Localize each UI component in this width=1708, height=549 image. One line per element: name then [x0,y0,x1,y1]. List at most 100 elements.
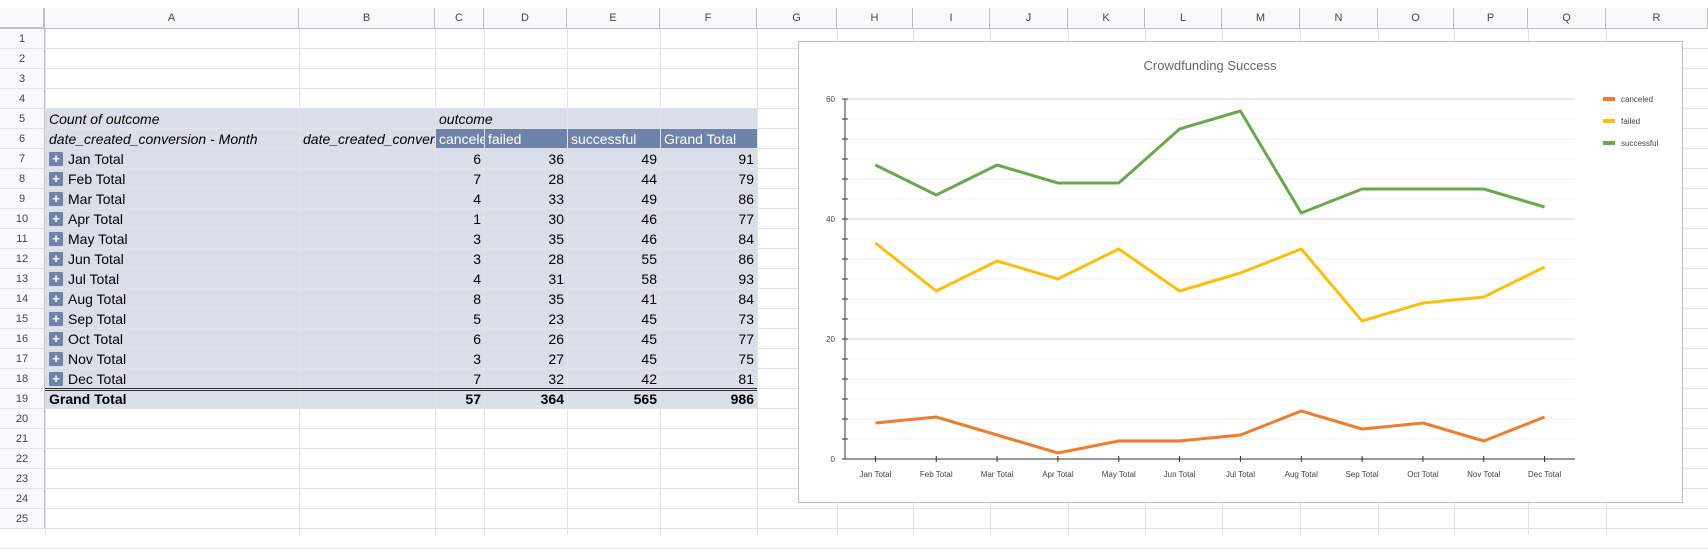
pivot-empty-cell[interactable] [300,309,435,328]
data-point-failed[interactable] [995,259,999,263]
column-header-D[interactable]: D [484,8,567,29]
column-header-L[interactable]: L [1145,8,1222,29]
pivot-row-label[interactable]: + Sep Total [46,309,299,328]
pivot-empty-cell[interactable] [300,149,435,168]
pivot-value-successful[interactable]: 49 [568,189,660,208]
pivot-header-grand-total[interactable]: Grand Total [661,129,757,148]
column-header-C[interactable]: C [435,8,484,29]
expand-icon[interactable]: + [49,291,63,306]
legend-label-successful[interactable]: successful [1621,139,1659,148]
row-header-24[interactable]: 24 [0,489,45,509]
pivot-value-total[interactable]: 79 [661,169,757,188]
pivot-value-total[interactable]: 84 [661,229,757,248]
pivot-value-failed[interactable]: 36 [485,149,567,168]
column-header-K[interactable]: K [1068,8,1145,29]
data-point-canceled[interactable] [1299,409,1303,413]
row-header-7[interactable]: 7 [0,149,45,169]
row-header-4[interactable]: 4 [0,89,45,109]
pivot-empty-cell[interactable] [568,109,660,128]
legend-label-canceled[interactable]: canceled [1621,95,1653,104]
column-header-B[interactable]: B [299,8,435,29]
pivot-value-total[interactable]: 86 [661,249,757,268]
pivot-grand-total-total[interactable]: 986 [661,389,757,408]
pivot-value-canceled[interactable]: 6 [436,329,484,348]
data-point-successful[interactable] [1056,181,1060,185]
data-point-successful[interactable] [995,163,999,167]
data-point-successful[interactable] [1421,187,1425,191]
column-header-N[interactable]: N [1300,8,1378,29]
data-point-successful[interactable] [1299,211,1303,215]
pivot-empty-cell[interactable] [300,369,435,388]
pivot-value-successful[interactable]: 45 [568,329,660,348]
column-header-E[interactable]: E [567,8,660,29]
series-line-failed[interactable] [874,241,1546,323]
pivot-value-failed[interactable]: 23 [485,309,567,328]
data-point-failed[interactable] [1178,289,1182,293]
pivot-value-successful[interactable]: 46 [568,229,660,248]
pivot-grand-total-failed[interactable]: 364 [485,389,567,408]
data-point-successful[interactable] [934,193,938,197]
pivot-value-canceled[interactable]: 4 [436,189,484,208]
pivot-empty-cell[interactable] [300,109,435,128]
column-header-R[interactable]: R [1606,8,1708,29]
pivot-value-total[interactable]: 75 [661,349,757,368]
expand-icon[interactable]: + [49,211,63,226]
row-header-21[interactable]: 21 [0,429,45,449]
select-all-corner[interactable] [0,8,45,29]
expand-icon[interactable]: + [49,371,63,386]
pivot-value-total[interactable]: 91 [661,149,757,168]
row-header-6[interactable]: 6 [0,129,45,149]
expand-icon[interactable]: + [49,271,63,286]
pivot-value-canceled[interactable]: 4 [436,269,484,288]
pivot-value-successful[interactable]: 45 [568,309,660,328]
data-point-successful[interactable] [1482,187,1486,191]
data-point-successful[interactable] [1543,205,1547,209]
pivot-row-label[interactable]: + Mar Total [46,189,299,208]
pivot-row-field-label[interactable]: date_created_conversion - Month [46,129,299,148]
pivot-value-successful[interactable]: 58 [568,269,660,288]
row-header-18[interactable]: 18 [0,369,45,389]
pivot-value-failed[interactable]: 31 [485,269,567,288]
pivot-value-failed[interactable]: 32 [485,369,567,388]
expand-icon[interactable]: + [49,191,63,206]
pivot-corner-label[interactable]: Count of outcome [46,109,299,128]
row-header-1[interactable]: 1 [0,29,45,49]
pivot-header-successful[interactable]: successful [568,129,660,148]
pivot-empty-cell[interactable] [300,269,435,288]
expand-icon[interactable]: + [49,311,63,326]
pivot-header-failed[interactable]: failed [485,129,567,148]
pivot-value-failed[interactable]: 30 [485,209,567,228]
column-header-P[interactable]: P [1454,8,1528,29]
expand-icon[interactable]: + [49,171,63,186]
pivot-row-label[interactable]: + Jun Total [46,249,299,268]
data-point-canceled[interactable] [934,415,938,419]
row-header-23[interactable]: 23 [0,469,45,489]
row-header-5[interactable]: 5 [0,109,45,129]
row-header-15[interactable]: 15 [0,309,45,329]
legend-label-failed[interactable]: failed [1621,117,1640,126]
column-header-H[interactable]: H [837,8,913,29]
pivot-empty-cell[interactable] [300,349,435,368]
pivot-value-canceled[interactable]: 3 [436,229,484,248]
data-point-successful[interactable] [1178,127,1182,131]
pivot-row-label[interactable]: + Jan Total [46,149,299,168]
row-header-10[interactable]: 10 [0,209,45,229]
pivot-value-total[interactable]: 86 [661,189,757,208]
pivot-value-canceled[interactable]: 6 [436,149,484,168]
pivot-value-failed[interactable]: 26 [485,329,567,348]
pivot-value-total[interactable]: 73 [661,309,757,328]
data-point-failed[interactable] [1238,271,1242,275]
pivot-row-label[interactable]: + Aug Total [46,289,299,308]
pivot-col-b-label[interactable]: date_created_conversion [300,129,435,148]
data-point-canceled[interactable] [1482,439,1486,443]
expand-icon[interactable]: + [49,351,63,366]
row-header-22[interactable]: 22 [0,449,45,469]
line-chart[interactable]: Crowdfunding Success 0 20 40 60 Jan Total Feb … [798,41,1683,503]
row-header-12[interactable]: 12 [0,249,45,269]
pivot-empty-cell[interactable] [300,209,435,228]
pivot-value-total[interactable]: 77 [661,209,757,228]
data-point-successful[interactable] [873,163,877,167]
pivot-value-successful[interactable]: 41 [568,289,660,308]
data-point-canceled[interactable] [1178,439,1182,443]
data-point-canceled[interactable] [1117,439,1121,443]
